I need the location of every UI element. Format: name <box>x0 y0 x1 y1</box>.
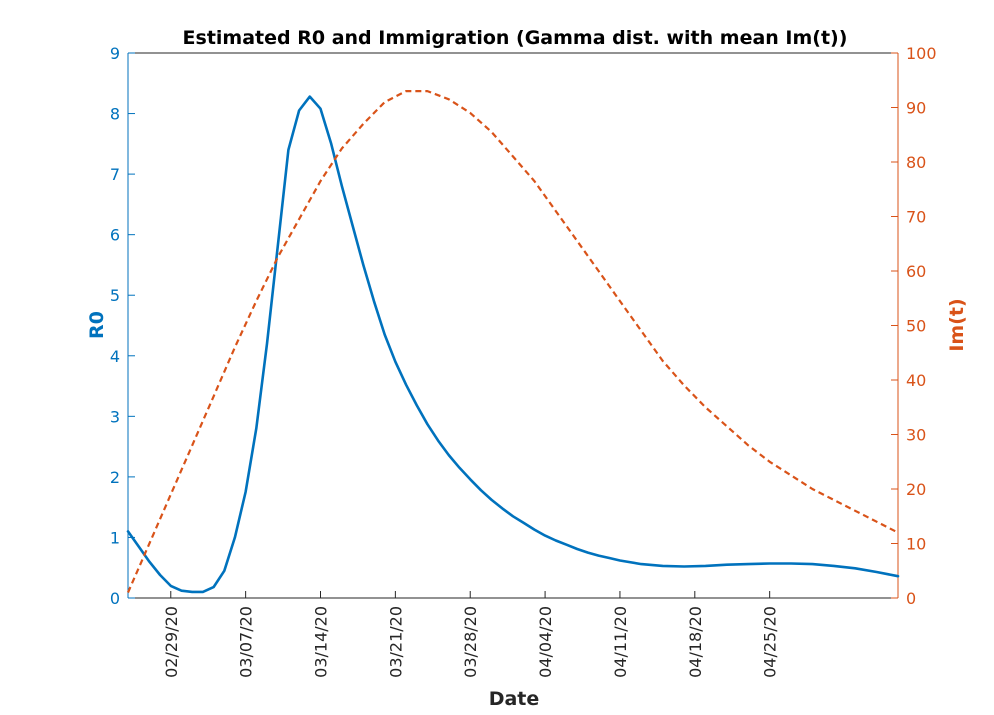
series-line-immigration <box>126 89 899 593</box>
x-tick-label: 03/14/20 <box>312 606 331 678</box>
x-tick-label: 04/25/20 <box>761 606 780 678</box>
left-y-axis-label: R0 <box>86 311 108 339</box>
left-y-axis: 0 1 2 3 4 5 6 7 8 9 <box>110 44 135 608</box>
right-tick-label: 60 <box>906 262 926 281</box>
x-tick-label: 04/18/20 <box>686 606 705 678</box>
right-tick-label: 100 <box>906 44 937 63</box>
left-tick-label: 4 <box>110 347 120 366</box>
right-tick-label: 10 <box>906 535 926 554</box>
x-tick-label: 03/28/20 <box>461 606 480 678</box>
x-tick-label: 04/11/20 <box>611 606 630 678</box>
left-tick-label: 5 <box>110 286 120 305</box>
right-tick-label: 40 <box>906 371 926 390</box>
series-line-r0 <box>126 95 900 594</box>
left-tick-label: 0 <box>110 589 120 608</box>
right-tick-label: 70 <box>906 208 926 227</box>
left-tick-label: 6 <box>110 226 120 245</box>
right-tick-label: 20 <box>906 480 926 499</box>
left-tick-label: 9 <box>110 44 120 63</box>
right-tick-label: 30 <box>906 426 926 445</box>
series-layer <box>126 89 900 594</box>
left-tick-label: 2 <box>110 468 120 487</box>
left-tick-label: 1 <box>110 528 120 547</box>
right-y-axis: 0 10 20 30 40 50 60 70 80 90 100 <box>891 44 937 608</box>
x-tick-label: 03/21/20 <box>386 606 405 678</box>
x-tick-label: 04/04/20 <box>536 606 555 678</box>
x-axis: 02/29/20 03/07/20 03/14/20 03/21/20 03/28/20… <box>162 591 780 678</box>
x-tick-label: 02/29/20 <box>162 606 181 678</box>
chart-title: Estimated R0 and Immigration (Gamma dist… <box>183 27 848 49</box>
left-tick-label: 8 <box>110 105 120 124</box>
left-tick-label: 7 <box>110 165 120 184</box>
right-y-axis-label: Im(t) <box>946 298 968 351</box>
x-tick-label: 03/07/20 <box>237 606 256 678</box>
right-tick-label: 0 <box>906 589 916 608</box>
right-tick-label: 80 <box>906 153 926 172</box>
x-axis-label: Date <box>489 688 540 710</box>
right-tick-label: 90 <box>906 99 926 118</box>
right-tick-label: 50 <box>906 317 926 336</box>
left-tick-label: 3 <box>110 407 120 426</box>
